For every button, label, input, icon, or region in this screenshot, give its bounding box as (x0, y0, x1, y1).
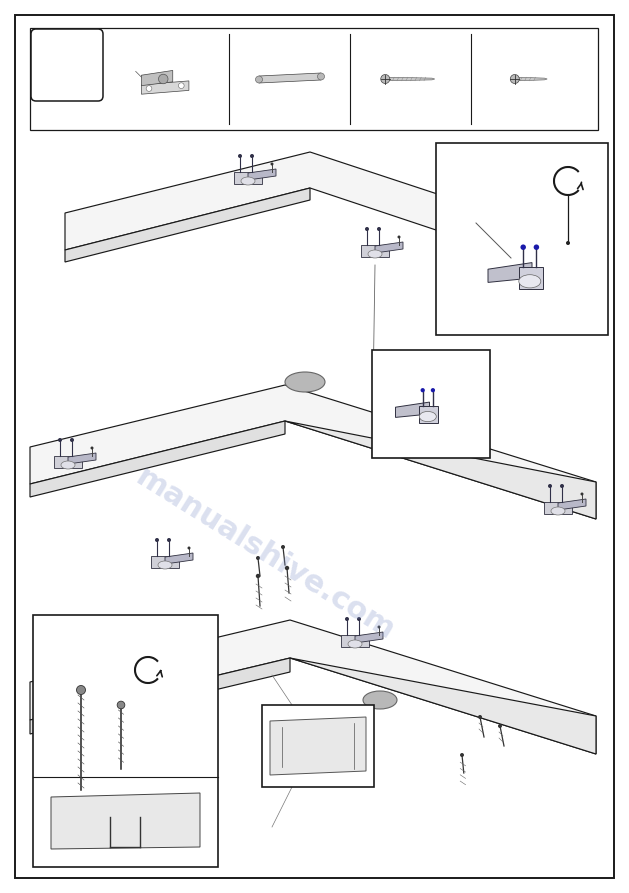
Ellipse shape (533, 245, 539, 250)
Polygon shape (515, 77, 547, 80)
Bar (30, 28, 598, 130)
Polygon shape (30, 658, 290, 734)
Polygon shape (142, 71, 173, 86)
Ellipse shape (238, 154, 242, 158)
Ellipse shape (398, 236, 401, 238)
Ellipse shape (70, 438, 74, 442)
Ellipse shape (421, 388, 425, 392)
Polygon shape (544, 502, 572, 514)
Polygon shape (142, 81, 189, 94)
Ellipse shape (377, 625, 381, 629)
Ellipse shape (241, 177, 255, 185)
Polygon shape (259, 73, 321, 83)
Polygon shape (30, 620, 596, 754)
Ellipse shape (365, 227, 369, 231)
Ellipse shape (520, 245, 526, 250)
Ellipse shape (146, 86, 152, 91)
Polygon shape (65, 152, 601, 285)
Polygon shape (165, 553, 193, 564)
Ellipse shape (519, 275, 541, 288)
Ellipse shape (566, 241, 570, 245)
Ellipse shape (551, 507, 565, 515)
Polygon shape (270, 717, 366, 775)
Ellipse shape (255, 76, 262, 83)
Ellipse shape (281, 545, 285, 549)
Polygon shape (234, 172, 262, 184)
Ellipse shape (498, 724, 502, 728)
Ellipse shape (285, 372, 325, 392)
Polygon shape (285, 421, 596, 519)
Ellipse shape (158, 561, 172, 569)
Polygon shape (396, 402, 430, 417)
Text: manualshive.com: manualshive.com (130, 463, 399, 646)
Bar (262, 705, 374, 787)
Ellipse shape (381, 74, 390, 84)
Ellipse shape (117, 701, 125, 709)
Polygon shape (51, 793, 200, 849)
Ellipse shape (318, 73, 325, 80)
Ellipse shape (460, 753, 464, 757)
Ellipse shape (377, 227, 381, 231)
Polygon shape (375, 242, 403, 253)
Ellipse shape (348, 640, 362, 648)
Ellipse shape (345, 617, 349, 621)
Ellipse shape (187, 547, 191, 549)
Ellipse shape (420, 412, 437, 421)
Ellipse shape (357, 617, 361, 621)
Ellipse shape (510, 74, 520, 84)
Polygon shape (361, 245, 389, 257)
Ellipse shape (61, 461, 75, 469)
Ellipse shape (581, 493, 584, 496)
Ellipse shape (179, 83, 184, 88)
Ellipse shape (560, 484, 564, 488)
Bar (372, 350, 490, 458)
FancyBboxPatch shape (31, 29, 103, 101)
Polygon shape (519, 267, 543, 289)
Ellipse shape (363, 691, 397, 709)
Bar (33, 615, 218, 867)
Polygon shape (488, 263, 532, 282)
Ellipse shape (285, 566, 289, 571)
Ellipse shape (58, 438, 62, 442)
Ellipse shape (431, 388, 435, 392)
Ellipse shape (77, 686, 86, 695)
Ellipse shape (159, 74, 168, 84)
Polygon shape (68, 453, 96, 464)
Polygon shape (151, 556, 179, 568)
Polygon shape (248, 169, 276, 180)
Ellipse shape (91, 446, 94, 449)
Polygon shape (54, 456, 82, 468)
Ellipse shape (155, 538, 159, 542)
Ellipse shape (256, 556, 260, 560)
Polygon shape (30, 385, 596, 519)
Polygon shape (558, 499, 586, 510)
Ellipse shape (256, 574, 260, 578)
Polygon shape (30, 421, 285, 497)
Ellipse shape (548, 484, 552, 488)
Polygon shape (341, 635, 369, 647)
Polygon shape (290, 658, 596, 754)
Polygon shape (385, 77, 435, 80)
Polygon shape (65, 188, 310, 262)
Ellipse shape (167, 538, 171, 542)
Bar (436, 143, 608, 335)
Ellipse shape (478, 715, 482, 719)
Polygon shape (420, 405, 438, 422)
Ellipse shape (270, 163, 274, 165)
Polygon shape (355, 632, 383, 643)
Ellipse shape (368, 250, 382, 258)
Ellipse shape (250, 154, 254, 158)
